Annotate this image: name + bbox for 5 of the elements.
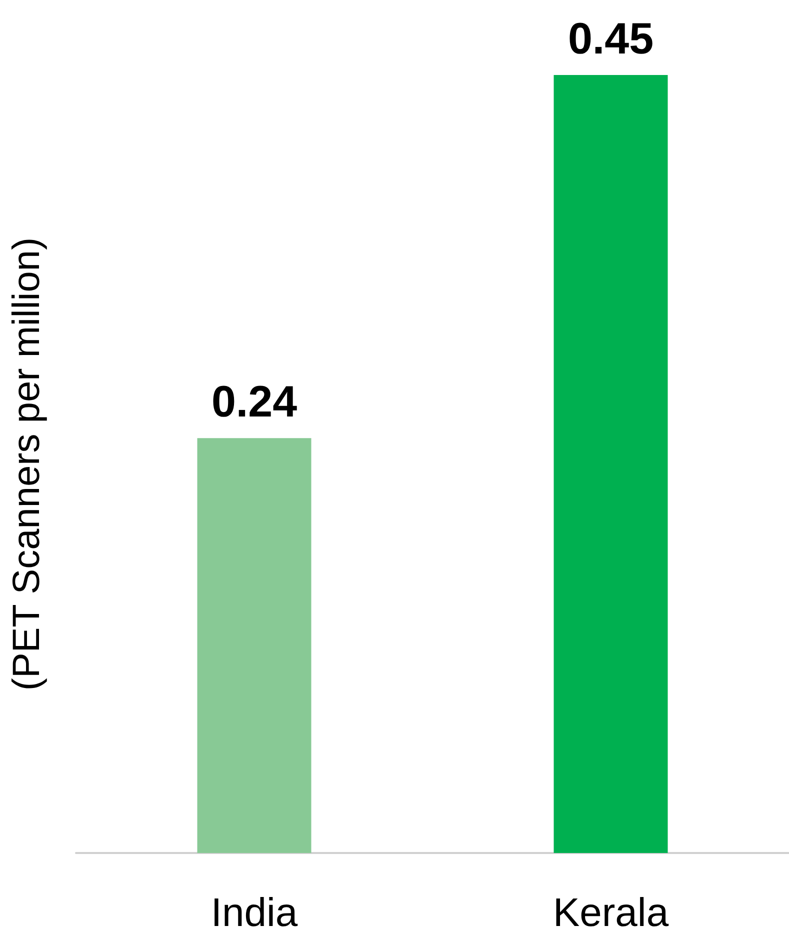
x-tick-label: India bbox=[210, 891, 298, 935]
data-label: 0.24 bbox=[211, 378, 298, 427]
y-axis-title: (PET Scanners per million) bbox=[6, 237, 48, 691]
x-tick-label: Kerala bbox=[552, 891, 670, 935]
data-label: 0.45 bbox=[568, 14, 654, 64]
